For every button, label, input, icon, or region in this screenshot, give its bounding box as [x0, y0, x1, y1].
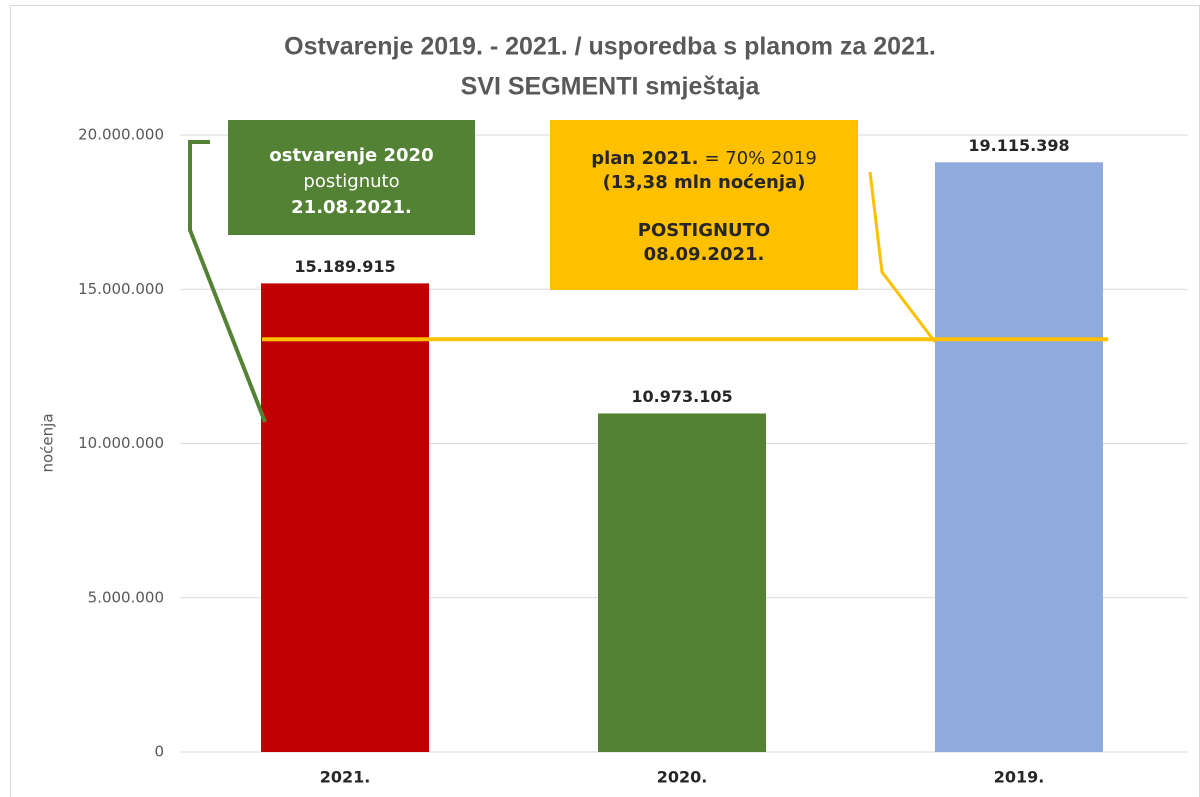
annotation-segment: POSTIGNUTO — [638, 220, 770, 241]
annotation-text: plan 2021. = 70% 2019 — [591, 148, 817, 169]
green-leader — [188, 140, 267, 423]
annotation-text: (13,38 mln noćenja) — [603, 172, 806, 193]
bars: 2021. 15.189.915 2020. 10.973.105 2019. 19.11… — [261, 136, 1108, 787]
annotation-segment: plan 2021. — [591, 148, 698, 169]
annotation-box — [228, 120, 475, 235]
x-tick-label: 2020. — [657, 768, 708, 787]
bar — [261, 283, 429, 752]
annotation-text: 08.09.2021. — [644, 244, 765, 265]
annotation-segment: postignuto — [303, 171, 399, 192]
chart-title: Ostvarenje 2019. - 2021. / usporedba s p… — [284, 33, 936, 61]
annotation-text: POSTIGNUTO — [638, 220, 770, 241]
bar — [598, 413, 766, 752]
value-label: 10.973.105 — [631, 387, 732, 406]
y-tick-label: 0 — [154, 743, 164, 761]
y-tick-label: 5.000.000 — [88, 588, 164, 606]
annotation-text: ostvarenje 2020 — [269, 145, 433, 166]
annotation-segment: 21.08.2021. — [291, 197, 412, 218]
y-axis-label: noćenja — [39, 413, 57, 472]
x-tick-label: 2021. — [320, 768, 371, 787]
y-tick-label: 20.000.000 — [78, 126, 164, 144]
annotation-segment: = 70% 2019 — [704, 148, 816, 169]
annotation-text: 21.08.2021. — [291, 197, 412, 218]
yellow-leader — [868, 171, 937, 343]
value-label: 19.115.398 — [968, 136, 1069, 155]
bar — [935, 162, 1103, 752]
y-tick-label: 15.000.000 — [78, 280, 164, 298]
x-tick-label: 2019. — [994, 768, 1045, 787]
annotation-segment: 08.09.2021. — [644, 244, 765, 265]
annotations: ostvarenje 2020 postignuto 21.08.2021. plan… — [228, 120, 858, 290]
value-label: 15.189.915 — [294, 257, 395, 276]
annotation-box — [550, 120, 858, 290]
chart-subtitle: SVI SEGMENTI smještaja — [461, 73, 761, 101]
annotation-segment: ostvarenje 2020 — [269, 145, 433, 166]
y-tick-label: 10.000.000 — [78, 434, 164, 452]
annotation-text: postignuto — [303, 171, 399, 192]
annotation-segment: (13,38 mln noćenja) — [603, 172, 806, 193]
